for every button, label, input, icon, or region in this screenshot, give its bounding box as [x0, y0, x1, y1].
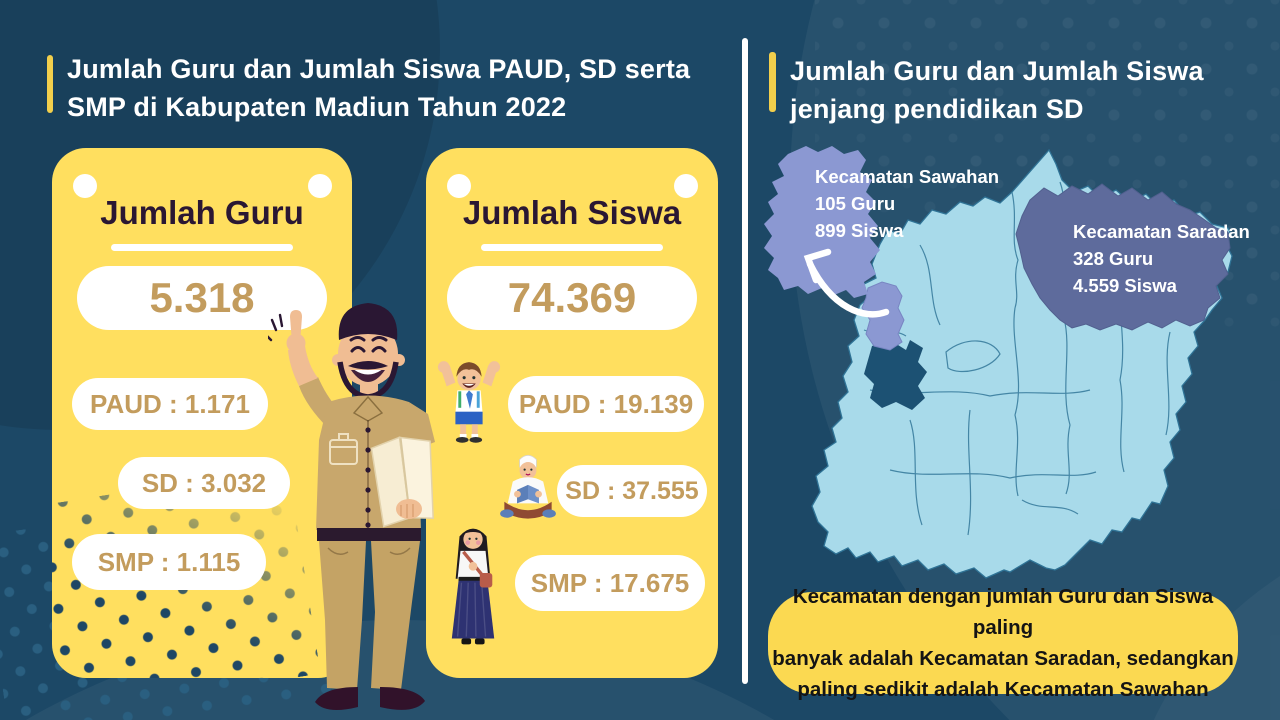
right-title-line1: Jumlah Guru dan Jumlah Siswa: [790, 56, 1204, 86]
siswa-card-underline: [481, 244, 663, 251]
saradan-guru: 328 Guru: [1073, 248, 1154, 269]
sawahan-siswa: 899 Siswa: [815, 220, 904, 241]
right-title-line2: jenjang pendidikan SD: [790, 94, 1084, 124]
saradan-label: Kecamatan Saradan 328 Guru 4.559 Siswa: [1073, 218, 1250, 299]
sawahan-callout-shape: [764, 146, 880, 298]
map-region-saradan: [1015, 183, 1231, 331]
note-line2: banyak adalah Kecamatan Saradan, sedangk…: [772, 647, 1234, 670]
siswa-smp-pill: SMP : 17.675: [515, 555, 705, 611]
guru-total-pill: 5.318: [77, 266, 327, 330]
card-pin-circle: [447, 174, 471, 198]
conclusion-note-box: Kecamatan dengan jumlah Guru dan Siswa p…: [768, 585, 1238, 701]
guru-paud-pill: PAUD : 1.171: [72, 378, 268, 430]
callout-arrow: [803, 248, 890, 318]
guru-card: Jumlah Guru 5.318 PAUD : 1.171 SD : 3.03…: [52, 148, 352, 678]
right-panel-title: Jumlah Guru dan Jumlah Siswa jenjang pen…: [790, 52, 1204, 128]
guru-smp-pill: SMP : 1.115: [72, 534, 266, 590]
section-divider: [742, 38, 748, 684]
left-title-line2: SMP di Kabupaten Madiun Tahun 2022: [67, 92, 567, 122]
teacher-illustration: [268, 303, 435, 711]
sawahan-label: Kecamatan Sawahan 105 Guru 899 Siswa: [815, 163, 999, 244]
left-panel-title: Jumlah Guru dan Jumlah Siswa PAUD, SD se…: [67, 50, 690, 126]
siswa-sd-pill: SD : 37.555: [557, 465, 707, 517]
kabupaten-madiun-map: [764, 146, 1233, 579]
guru-sd-pill: SD : 3.032: [118, 457, 290, 509]
cheering-schoolboy-illustration: [437, 361, 501, 443]
siswa-paud-pill: PAUD : 19.139: [508, 376, 704, 432]
note-line3: paling sedikit adalah Kecamatan Sawahan: [797, 678, 1209, 701]
girl-student-illustration: [451, 528, 495, 645]
note-line1: Kecamatan dengan jumlah Guru dan Siswa p…: [792, 585, 1214, 639]
map-region-dark: [864, 340, 927, 410]
left-title-line1: Jumlah Guru dan Jumlah Siswa PAUD, SD se…: [67, 54, 691, 84]
sawahan-name: Kecamatan Sawahan: [815, 166, 1000, 187]
siswa-card-title: Jumlah Siswa: [462, 194, 682, 231]
left-title-accent-bar: [47, 55, 53, 113]
card-pin-circle: [674, 174, 698, 198]
guru-card-underline: [111, 244, 293, 251]
card-pin-circle: [308, 174, 332, 198]
guru-card-title: Jumlah Guru: [100, 194, 304, 231]
right-title-accent-bar: [769, 52, 776, 112]
saradan-siswa: 4.559 Siswa: [1073, 275, 1177, 296]
reading-boy-illustration: [500, 454, 556, 519]
sawahan-guru: 105 Guru: [815, 193, 896, 214]
siswa-total-pill: 74.369: [447, 266, 697, 330]
card-pin-circle: [73, 174, 97, 198]
saradan-name: Kecamatan Saradan: [1073, 221, 1250, 242]
